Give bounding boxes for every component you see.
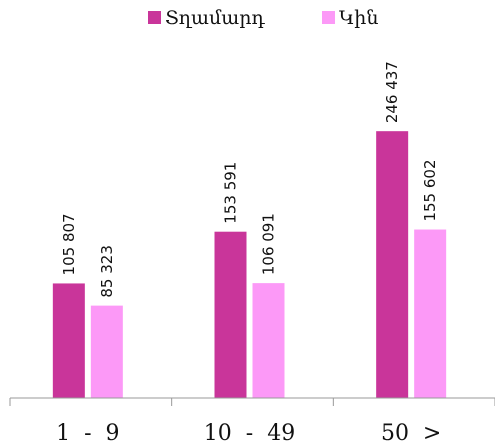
- x-tick-label-3: 50 >: [381, 421, 441, 446]
- bars: [52, 131, 447, 398]
- data-label-1-1: 105 807: [60, 213, 78, 275]
- data-label-1-3: 246 437: [383, 61, 401, 123]
- legend-swatch-2: [322, 11, 335, 24]
- data-label-2-3: 155 602: [421, 159, 439, 221]
- data-label-2-2: 106 091: [260, 213, 278, 275]
- legend-label-1: Տղամարդ: [165, 7, 266, 29]
- x-tick-label-1: 1 - 9: [56, 421, 119, 446]
- x-tick-label-2: 10 - 49: [204, 421, 295, 446]
- bar-2-1: [90, 305, 123, 398]
- x-axis: 1 - 9 10 - 49 50 >: [9, 397, 495, 446]
- data-label-2-1: 85 323: [98, 245, 116, 298]
- legend-label-2: Կին: [339, 7, 378, 29]
- data-labels: 105 807 85 323 153 591 106 091 246 437 155 60…: [60, 61, 439, 297]
- legend: Տղամարդ Կին: [148, 7, 378, 29]
- bar-1-3: [376, 131, 409, 398]
- data-label-1-2: 153 591: [222, 162, 240, 224]
- bar-2-3: [414, 229, 447, 398]
- bar-1-1: [52, 283, 85, 398]
- legend-swatch-1: [148, 11, 161, 24]
- bar-2-2: [252, 283, 285, 398]
- bar-1-2: [214, 231, 247, 398]
